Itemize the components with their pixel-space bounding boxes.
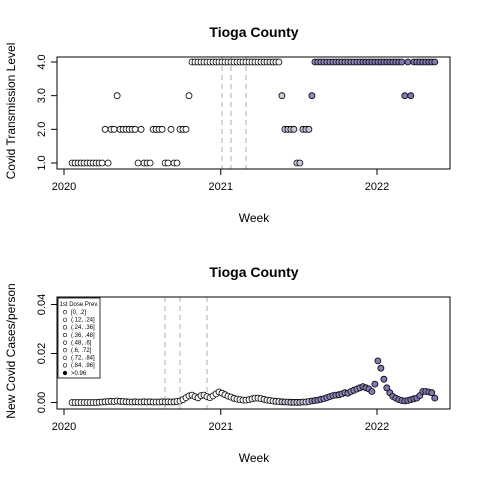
data-point (182, 125, 190, 133)
x-tick-label: 2022 (365, 421, 389, 433)
data-point (185, 92, 193, 100)
legend-marker (62, 340, 68, 345)
legend-entry: [0, .2] (71, 310, 86, 316)
legend-entry: (.72, .84] (71, 356, 95, 362)
data-point (380, 375, 388, 383)
data-point (305, 125, 313, 133)
y-tick-label: 0.02 (36, 343, 48, 364)
y-tick-label: 2.0 (36, 122, 48, 137)
data-points (68, 58, 439, 167)
legend-entries: [0, .2] (.12, .24](.24, .36] (.36, .48](.4… (62, 310, 95, 377)
chart-transmission-level: Tioga County Week Covid Transmission Lev… (4, 24, 451, 225)
data-point (158, 125, 166, 133)
y-tick-label: 0.04 (36, 294, 48, 315)
data-points (68, 357, 439, 406)
data-point (134, 159, 142, 167)
data-point (368, 388, 376, 395)
legend-marker (62, 363, 68, 368)
legend-entry: (.84, .96] (71, 363, 95, 369)
data-point (278, 92, 286, 100)
data-point (110, 125, 118, 133)
x-tick-label: 2020 (52, 421, 76, 433)
legend-marker (62, 310, 68, 315)
data-point (146, 159, 154, 167)
y-axis: 0.00 0.02 0.04 (36, 294, 58, 413)
legend-entry: (.48, .6] (71, 340, 92, 346)
legend-entry: (.24, .36] (71, 325, 95, 331)
legend-entry: (.36, .48] (71, 333, 95, 339)
data-point (401, 92, 409, 100)
x-axis-label: Week (239, 451, 270, 465)
x-axis: 2020 2021 2022 (52, 168, 389, 193)
x-tick-label: 2021 (208, 421, 232, 433)
data-point (167, 125, 175, 133)
data-point (296, 159, 304, 167)
data-point (131, 125, 139, 133)
legend-marker (62, 317, 68, 322)
data-point (164, 159, 172, 167)
data-point (377, 364, 385, 372)
legend-entry: (.6, .72] (71, 348, 92, 354)
data-point (428, 389, 436, 397)
data-point (308, 92, 316, 100)
data-point (404, 58, 412, 66)
x-tick-label: 2020 (52, 181, 76, 193)
chart-title: Tioga County (209, 264, 298, 280)
x-tick-label: 2021 (208, 181, 232, 193)
data-point (104, 159, 112, 167)
legend-marker (62, 348, 68, 353)
y-tick-label: 4.0 (36, 54, 48, 69)
data-point (431, 394, 439, 402)
chart-new-cases: Tioga County Week New Covid Cases/person… (4, 264, 451, 465)
legend-entry: (.12, .24] (71, 318, 95, 324)
data-point (173, 159, 181, 167)
data-point (101, 125, 109, 133)
y-tick-label: 3.0 (36, 88, 48, 103)
y-axis-label: Covid Transmission Level (4, 43, 18, 180)
data-point (383, 384, 391, 392)
data-point (374, 357, 382, 365)
data-point (137, 125, 145, 133)
x-axis: 2020 2021 2022 (52, 408, 389, 433)
data-point (407, 92, 415, 100)
data-point (113, 92, 121, 100)
data-point (290, 125, 298, 133)
legend-marker (62, 370, 68, 376)
data-point (398, 58, 406, 66)
y-axis-label: New Covid Cases/person (4, 283, 18, 418)
legend-title: 1st Dose Prev. (60, 302, 99, 308)
legend-entry: >0.96 (71, 371, 87, 377)
data-point (371, 380, 379, 388)
y-tick-label: 1.0 (36, 155, 48, 170)
reference-lines (164, 297, 208, 409)
y-axis: 1.0 2.0 3.0 4.0 (36, 54, 58, 171)
data-point (98, 159, 106, 167)
legend: 1st Dose Prev. [0, .2] (.12, .24](.24, .3… (57, 297, 101, 379)
chart-title: Tioga County (209, 24, 298, 40)
x-axis-label: Week (239, 211, 270, 225)
x-tick-label: 2022 (365, 181, 389, 193)
data-point (431, 58, 439, 66)
reference-lines (221, 57, 247, 169)
legend-marker (62, 325, 68, 330)
data-point (275, 58, 283, 66)
legend-marker (62, 355, 68, 360)
legend-marker (62, 332, 68, 338)
y-tick-label: 0.00 (36, 392, 48, 413)
